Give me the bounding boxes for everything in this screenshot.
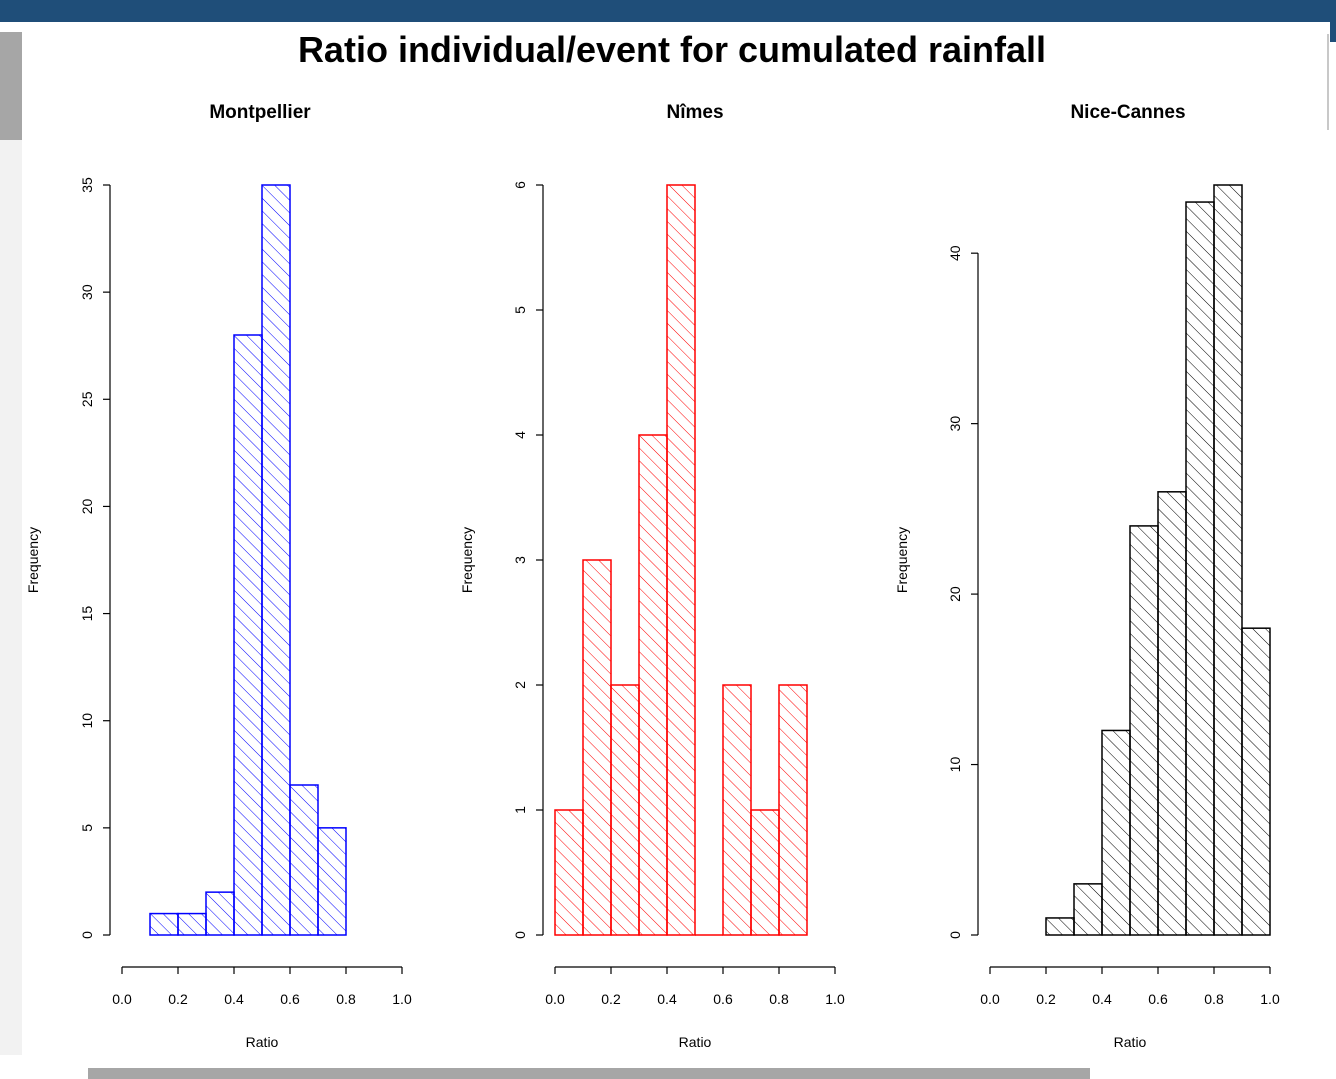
x-axis-label: Ratio — [246, 1034, 279, 1050]
panel-title: Montpellier — [209, 102, 311, 123]
histogram-bar — [317, 827, 347, 936]
y-tick-label: 10 — [947, 757, 963, 773]
histogram-bar — [582, 559, 612, 936]
y-tick-label: 5 — [512, 306, 528, 314]
x-tick-label: 1.0 — [392, 991, 412, 1007]
x-tick-label: 0.0 — [545, 991, 565, 1007]
figure-title: Ratio individual/event for cumulated rai… — [298, 29, 1046, 70]
y-axis-label: Frequency — [459, 527, 475, 593]
histogram-bar — [1213, 184, 1243, 936]
x-axis-label: Ratio — [1114, 1034, 1147, 1050]
histogram-bar — [233, 334, 263, 936]
y-tick-label: 25 — [79, 391, 95, 407]
histogram-bar — [1185, 201, 1215, 936]
histogram-bar — [261, 184, 291, 936]
y-tick-label: 6 — [512, 181, 528, 189]
panel-title: Nîmes — [666, 102, 723, 123]
horizontal-scrollbar[interactable] — [88, 1068, 1090, 1079]
x-tick-label: 0.0 — [112, 991, 132, 1007]
window-edge — [1330, 22, 1336, 42]
y-tick-label: 20 — [947, 586, 963, 602]
histogram-bar — [1101, 729, 1131, 936]
y-axis-label: Frequency — [25, 527, 41, 593]
panel-title: Nice-Cannes — [1070, 102, 1185, 123]
x-tick-label: 0.0 — [980, 991, 1000, 1007]
histogram-bar — [1073, 883, 1103, 936]
x-axis-label: Ratio — [679, 1034, 712, 1050]
histogram-panel-0: Montpellier 0.0 0.2 0.4 0.6 0.8 1.0 Ratio 0 5 10 15… — [25, 102, 412, 1050]
x-tick-label: 0.6 — [280, 991, 300, 1007]
x-tick-label: 0.8 — [769, 991, 789, 1007]
left-panel-tab[interactable] — [0, 32, 22, 140]
y-tick-label: 0 — [512, 931, 528, 939]
x-tick-label: 0.8 — [1204, 991, 1224, 1007]
histogram-bar — [722, 684, 752, 936]
histogram-bar — [177, 912, 207, 936]
histogram-bar — [149, 912, 179, 936]
histogram-bar — [1157, 491, 1187, 936]
right-panel-divider — [1327, 34, 1329, 130]
y-tick-label: 4 — [512, 431, 528, 439]
histogram-bar — [750, 809, 780, 936]
histogram-bar — [666, 184, 696, 936]
x-tick-label: 0.4 — [657, 991, 677, 1007]
histogram-bar — [1129, 525, 1159, 936]
y-axis-label: Frequency — [894, 527, 910, 593]
x-tick-label: 0.6 — [713, 991, 733, 1007]
x-tick-label: 1.0 — [1260, 991, 1280, 1007]
x-tick-label: 0.2 — [1036, 991, 1056, 1007]
y-tick-label: 1 — [512, 806, 528, 814]
y-tick-label: 0 — [79, 931, 95, 939]
histogram-bar — [638, 434, 668, 936]
x-tick-label: 0.2 — [601, 991, 621, 1007]
histogram-bar — [610, 684, 640, 936]
y-tick-label: 10 — [79, 713, 95, 729]
y-tick-label: 5 — [79, 824, 95, 832]
y-tick-label: 3 — [512, 556, 528, 564]
y-tick-label: 2 — [512, 681, 528, 689]
histogram-bar — [554, 809, 584, 936]
histogram-bar — [1045, 917, 1075, 936]
histogram-panel-2: Nice-Cannes 0.0 0.2 0.4 0.6 0.8 1.0 Ratio 0 10 20 3… — [894, 102, 1280, 1050]
histogram-bar — [205, 891, 235, 936]
x-tick-label: 1.0 — [825, 991, 845, 1007]
y-tick-label: 40 — [947, 245, 963, 261]
x-tick-label: 0.4 — [1092, 991, 1112, 1007]
x-tick-label: 0.4 — [224, 991, 244, 1007]
y-tick-label: 20 — [79, 498, 95, 514]
x-tick-label: 0.2 — [168, 991, 188, 1007]
left-panel — [0, 140, 22, 1055]
y-tick-label: 30 — [79, 284, 95, 300]
y-tick-label: 35 — [79, 177, 95, 193]
histogram-bar — [778, 684, 808, 936]
x-tick-label: 0.6 — [1148, 991, 1168, 1007]
y-tick-label: 0 — [947, 931, 963, 939]
histogram-bar — [289, 784, 319, 936]
y-tick-label: 30 — [947, 416, 963, 432]
histogram-bar — [1241, 627, 1271, 936]
window-title-bar — [0, 0, 1336, 22]
y-tick-label: 15 — [79, 606, 95, 622]
histogram-panel-1: Nîmes 0.0 0.2 0.4 0.6 0.8 1.0 Ratio 0 1 2 3 4 5 6 Frequ… — [459, 102, 845, 1050]
x-tick-label: 0.8 — [336, 991, 356, 1007]
